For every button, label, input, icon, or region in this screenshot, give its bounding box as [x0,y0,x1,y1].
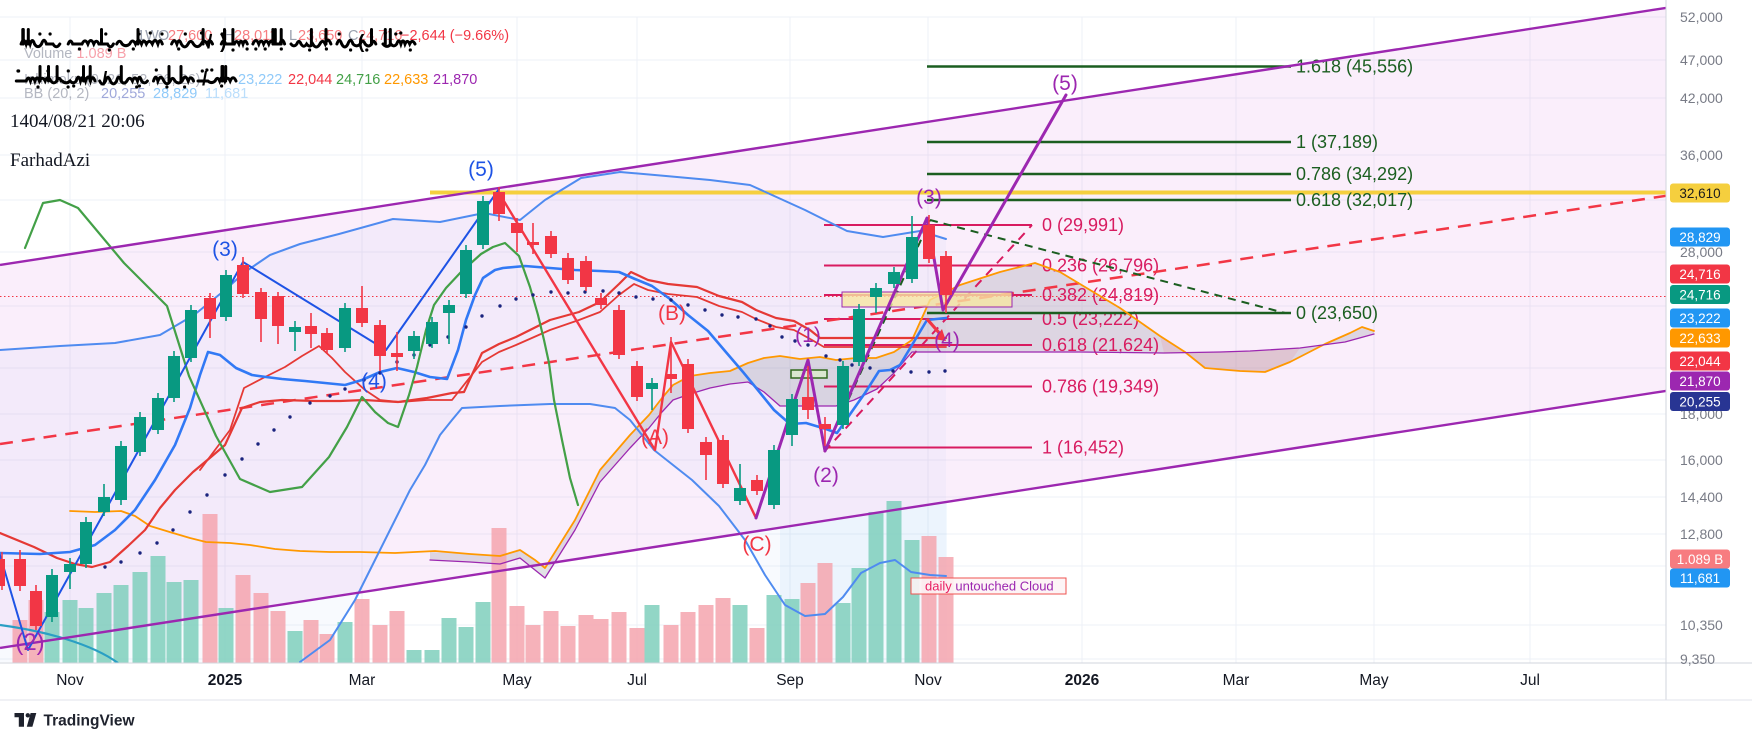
svg-text:24,716: 24,716 [1679,267,1720,282]
svg-text:23,222: 23,222 [1679,311,1720,326]
svg-text:28,000: 28,000 [1680,244,1723,260]
svg-text:/: / [102,69,108,90]
svg-text:−2,644 (−9.66%): −2,644 (−9.66%) [401,28,509,44]
svg-text:(3): (3) [212,238,238,261]
svg-text:Mar: Mar [1223,672,1250,689]
svg-text:20,255: 20,255 [1679,395,1720,410]
svg-text:22,633: 22,633 [384,72,428,88]
svg-text:BB (20, 2): BB (20, 2) [24,86,89,102]
svg-text:22,633: 22,633 [1679,331,1720,346]
svg-text:12,800: 12,800 [1680,526,1723,542]
svg-text:(4): (4) [361,370,387,393]
svg-text:daily untouched Cloud: daily untouched Cloud [925,579,1054,594]
svg-text:47,000: 47,000 [1680,52,1723,68]
svg-text:(5): (5) [1052,72,1078,95]
svg-text:TradingView: TradingView [44,713,136,730]
svg-text:42,000: 42,000 [1680,90,1723,106]
svg-text:0 (23,650): 0 (23,650) [1296,303,1378,323]
svg-text:Nov: Nov [56,672,84,689]
svg-text:): ) [220,32,226,53]
svg-text:C: C [348,28,358,44]
svg-text:11,681: 11,681 [1680,571,1720,586]
svg-text:14,400: 14,400 [1680,489,1723,505]
svg-text:0.236 (26,796): 0.236 (26,796) [1042,256,1159,276]
svg-text:1 (16,452): 1 (16,452) [1042,438,1124,458]
svg-text:FarhadAzi: FarhadAzi [10,150,90,171]
svg-text:23,222: 23,222 [238,72,282,88]
svg-text:0.382 (24,819): 0.382 (24,819) [1042,285,1159,305]
svg-text:(2): (2) [15,629,44,656]
svg-text:0.786 (19,349): 0.786 (19,349) [1042,377,1159,397]
svg-text:20,255: 20,255 [101,86,145,102]
svg-text:(2): (2) [813,464,839,487]
svg-text:Sep: Sep [776,672,804,689]
svg-text:52,000: 52,000 [1680,9,1723,25]
svg-text:(: ( [358,32,365,53]
svg-text:21,870: 21,870 [433,72,477,88]
svg-text:O: O [158,28,169,44]
svg-text:H: H [224,28,234,44]
svg-text:Nov: Nov [914,672,942,689]
svg-text:1404/08/21 20:06: 1404/08/21 20:06 [10,111,145,132]
svg-text:1.618 (45,556): 1.618 (45,556) [1296,57,1413,77]
svg-text:/: / [207,32,213,53]
svg-text:(5): (5) [468,158,494,181]
svg-text:36,000: 36,000 [1680,147,1723,163]
svg-text:(1): (1) [795,324,821,347]
svg-text:23,650: 23,650 [298,28,342,44]
svg-text:22,044: 22,044 [288,72,332,88]
svg-text:Mar: Mar [349,672,376,689]
svg-text:0.786 (34,292): 0.786 (34,292) [1296,164,1413,184]
svg-text:Jul: Jul [627,672,647,689]
svg-text:Jul: Jul [1520,672,1540,689]
svg-text:22,044: 22,044 [1679,354,1721,369]
svg-text:(3): (3) [916,186,942,209]
svg-text:9,350: 9,350 [1680,651,1715,667]
svg-text:0.618 (32,017): 0.618 (32,017) [1296,190,1413,210]
svg-text:1 (37,189): 1 (37,189) [1296,132,1378,152]
svg-text:32,610: 32,610 [1679,186,1720,201]
svg-text:(A): (A) [641,426,669,449]
svg-text:24,716: 24,716 [336,72,380,88]
svg-text:0 (29,991): 0 (29,991) [1042,215,1124,235]
svg-text:Volume 1.089 B: Volume 1.089 B [24,46,126,62]
svg-text:21,870: 21,870 [1679,374,1720,389]
svg-text:10,350: 10,350 [1680,617,1723,633]
svg-text:May: May [502,672,532,689]
svg-text:16,000: 16,000 [1680,452,1723,468]
svg-text:28,829: 28,829 [153,86,197,102]
svg-text:11,681: 11,681 [205,86,248,102]
svg-text:2025: 2025 [208,672,243,689]
svg-text:28,829: 28,829 [1679,230,1720,245]
svg-text:(4): (4) [934,329,960,352]
svg-text:2026: 2026 [1065,672,1100,689]
svg-text:(C): (C) [742,533,771,556]
svg-text:May: May [1359,672,1389,689]
svg-text:(B): (B) [658,302,686,325]
svg-text:/: / [202,69,208,90]
svg-text:1.089 B: 1.089 B [1677,552,1724,567]
svg-text:L: L [289,28,297,44]
svg-text:24,716: 24,716 [1679,288,1720,303]
svg-text:0.618 (21,624): 0.618 (21,624) [1042,335,1159,355]
